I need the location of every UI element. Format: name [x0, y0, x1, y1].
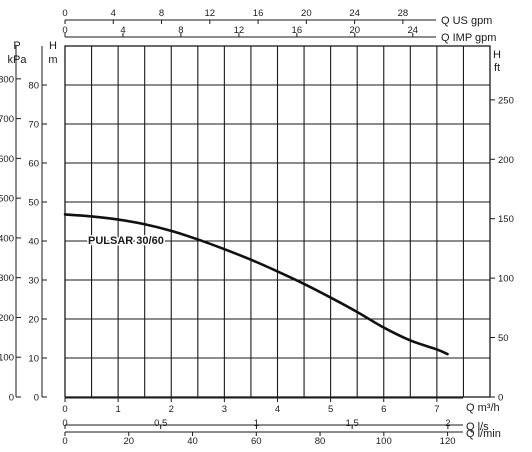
x-ls-tick-label: 0,5 — [154, 418, 167, 429]
x-impgpm-tick-label: 0 — [62, 25, 67, 36]
y-kpa-tick-label: 400 — [0, 233, 14, 244]
y-head-m-tick-label: 70 — [28, 120, 39, 131]
y-head-m-tick-label: 10 — [28, 354, 39, 365]
x-impgpm-tick-label: 4 — [120, 25, 125, 36]
plot-border — [64, 45, 491, 398]
x-ls-tick-label: 1 — [254, 418, 259, 429]
series-layer: PULSAR 30/60 — [63, 213, 449, 356]
x-lmin-tick-label: 20 — [123, 436, 134, 447]
y-head-m-tick-label: 20 — [28, 315, 39, 326]
curve-label: PULSAR 30/60 — [88, 235, 164, 247]
y-head-m-tick-label: 0 — [34, 393, 39, 404]
x-primary-tick-label: 5 — [328, 404, 333, 415]
x-usgpm-tick-label: 8 — [159, 8, 164, 19]
y-head-m-tick-label: 80 — [28, 81, 39, 92]
x-primary-tick-label: 6 — [381, 404, 386, 415]
y-ft-tick-label: 0 — [498, 393, 503, 404]
y-head-m-tick-label: 60 — [28, 159, 39, 170]
y-kpa-tick-label: 200 — [0, 313, 14, 324]
x-impgpm-tick-label: 24 — [407, 25, 418, 36]
x-lmin-tick-label: 120 — [440, 436, 456, 447]
x-usgpm-tick-label: 0 — [62, 8, 67, 19]
y-axis-kpa-label-top: P — [13, 40, 20, 52]
series-line-pulsar-30-60 — [63, 213, 449, 356]
y-axis-head-m-label-top: H — [49, 40, 57, 52]
y-kpa-tick-label: 500 — [0, 194, 14, 205]
y-ft-tick-label: 50 — [498, 333, 509, 344]
x-impgpm-label: Q IMP gpm — [441, 32, 496, 44]
y-kpa-tick-label: 600 — [0, 154, 14, 165]
x-usgpm-tick-label: 28 — [398, 8, 409, 19]
y-head-m-tick-label: 30 — [28, 276, 39, 287]
x-lmin-tick-label: 0 — [62, 436, 67, 447]
y-axis-ft-label-top: H — [493, 49, 501, 61]
x-primary-tick-label: 4 — [275, 404, 280, 415]
grid-lines — [65, 46, 490, 397]
y-kpa-tick-label: 0 — [9, 393, 14, 404]
x-ls-tick-label: 0 — [62, 418, 67, 429]
x-primary-label: Q m³/h — [466, 402, 500, 414]
y-ft-tick-label: 250 — [498, 95, 514, 106]
x-primary-tick-label: 3 — [222, 404, 227, 415]
x-usgpm-label: Q US gpm — [441, 15, 492, 27]
y-ft-tick-label: 150 — [498, 214, 514, 225]
x-ls-tick-label: 2 — [445, 418, 450, 429]
x-impgpm-tick-label: 20 — [350, 25, 361, 36]
y-axis-kpa-label-bottom: kPa — [8, 54, 28, 66]
x-impgpm-tick-label: 12 — [234, 25, 245, 36]
x-usgpm-tick-label: 24 — [349, 8, 360, 19]
x-usgpm-tick-label: 20 — [301, 8, 312, 19]
x-lmin-label: Q l/min — [466, 428, 501, 440]
y-head-m-tick-label: 50 — [28, 198, 39, 209]
y-head-m-tick-label: 40 — [28, 237, 39, 248]
y-kpa-tick-label: 300 — [0, 273, 14, 284]
y-kpa-tick-label: 100 — [0, 353, 14, 364]
y-axis-head-m-label-bottom: m — [48, 54, 57, 66]
x-usgpm-tick-label: 16 — [253, 8, 264, 19]
x-lmin-tick-label: 40 — [187, 436, 198, 447]
x-impgpm-tick-label: 16 — [292, 25, 303, 36]
x-impgpm-tick-label: 8 — [178, 25, 183, 36]
y-ft-tick-label: 100 — [498, 274, 514, 285]
axes: HmPkPa0102030405060708001002003004005006… — [0, 8, 514, 447]
x-ls-label: Q l/s — [466, 421, 489, 433]
plot-frame — [64, 45, 491, 398]
x-usgpm-tick-label: 12 — [205, 8, 216, 19]
x-primary-tick-label: 7 — [434, 404, 439, 415]
x-lmin-tick-label: 100 — [376, 436, 392, 447]
y-ft-tick-label: 200 — [498, 155, 514, 166]
x-ls-tick-label: 1,5 — [346, 418, 359, 429]
x-lmin-tick-label: 80 — [315, 436, 326, 447]
x-primary-tick-label: 2 — [169, 404, 174, 415]
y-kpa-tick-label: 700 — [0, 114, 14, 125]
y-axis-ft-label-bottom: ft — [494, 62, 500, 74]
x-primary-tick-label: 0 — [62, 404, 67, 415]
x-usgpm-tick-label: 4 — [111, 8, 116, 19]
y-kpa-tick-label: 800 — [0, 74, 14, 85]
x-lmin-tick-label: 60 — [251, 436, 262, 447]
x-primary-tick-label: 1 — [115, 404, 120, 415]
